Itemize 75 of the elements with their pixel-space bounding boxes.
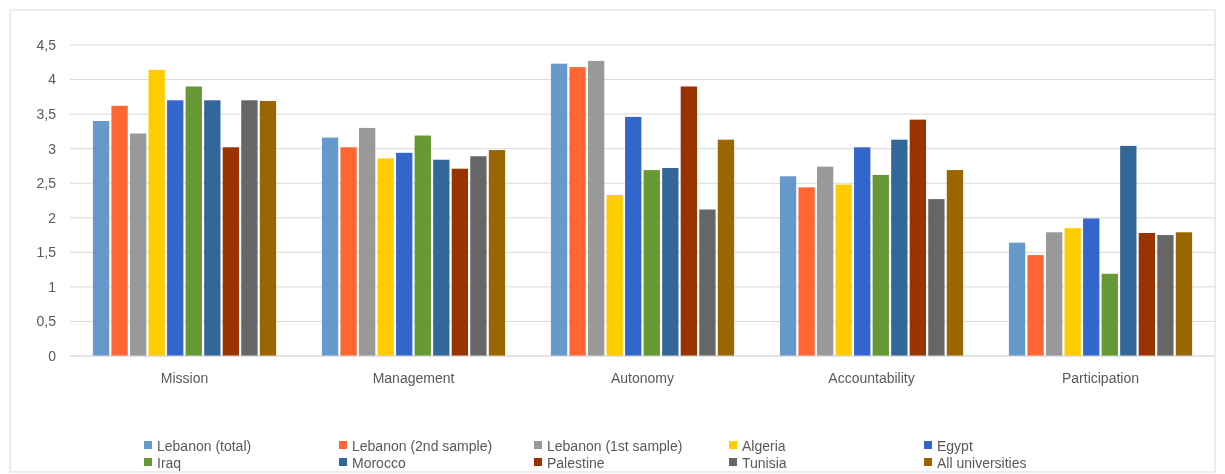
bar xyxy=(699,209,716,356)
bar xyxy=(662,168,679,356)
bar xyxy=(816,166,834,356)
bar xyxy=(358,127,376,356)
legend-label: Algeria xyxy=(742,437,786,454)
bar xyxy=(717,139,735,356)
y-tick-label: 4 xyxy=(48,71,57,88)
x-tick-label: Participation xyxy=(1061,370,1140,386)
bar xyxy=(414,135,431,356)
bar xyxy=(167,100,184,356)
bar xyxy=(872,174,889,356)
bar xyxy=(185,86,202,356)
legend-label: Lebanon (1st sample) xyxy=(547,437,683,454)
y-tick-label: 4,5 xyxy=(36,36,57,53)
bar xyxy=(1138,232,1156,356)
bar xyxy=(1083,218,1100,356)
bar xyxy=(111,105,128,356)
bar xyxy=(643,170,660,356)
bar xyxy=(470,156,487,356)
x-tick-label: Autonomy xyxy=(610,370,675,386)
legend-label: Lebanon (total) xyxy=(157,437,252,454)
bar xyxy=(680,86,698,356)
x-tick-label: Mission xyxy=(160,370,209,386)
bar xyxy=(550,63,568,356)
bar xyxy=(377,158,394,356)
bar xyxy=(241,100,258,356)
bar xyxy=(928,199,945,356)
bar xyxy=(1045,232,1063,356)
bar xyxy=(798,187,815,356)
bar xyxy=(1101,273,1118,356)
bar xyxy=(606,194,623,356)
bar xyxy=(891,139,908,356)
legend-label: Lebanon (2nd sample) xyxy=(352,437,493,454)
y-tick-label: 2 xyxy=(48,209,57,226)
bar xyxy=(1027,255,1044,356)
bar xyxy=(92,121,110,356)
bar xyxy=(259,100,277,356)
y-tick-label: 0,5 xyxy=(36,313,57,330)
y-tick-label: 3 xyxy=(48,140,57,157)
legend-label: Iraq xyxy=(157,454,182,471)
bar xyxy=(204,100,221,356)
legend-label: Tunisia xyxy=(742,454,787,471)
y-tick-label: 2,5 xyxy=(36,175,57,192)
bar xyxy=(148,69,165,356)
y-tick-label: 0 xyxy=(48,347,57,364)
bar xyxy=(946,170,964,356)
legend-label: All universities xyxy=(937,454,1027,471)
bar xyxy=(587,60,605,356)
y-tick-label: 3,5 xyxy=(36,106,57,123)
bar xyxy=(340,147,357,356)
bar xyxy=(909,119,927,356)
y-tick-label: 1,5 xyxy=(36,244,57,261)
bar xyxy=(1008,242,1026,356)
legend-label: Egypt xyxy=(937,437,973,454)
bar xyxy=(321,137,339,356)
bar xyxy=(625,116,642,356)
x-tick-label: Accountability xyxy=(828,370,915,386)
bar xyxy=(854,147,871,356)
bar xyxy=(1064,228,1081,356)
bar xyxy=(569,67,586,356)
y-tick-label: 1 xyxy=(48,278,57,295)
bar xyxy=(129,133,147,356)
x-tick-label: Management xyxy=(372,370,455,386)
bar xyxy=(488,150,506,356)
bar xyxy=(779,176,797,356)
legend-label: Palestine xyxy=(547,454,605,471)
legend-label: Morocco xyxy=(352,454,406,471)
bar xyxy=(1157,235,1174,356)
bar xyxy=(835,184,852,356)
bar xyxy=(433,159,450,356)
bar xyxy=(1175,232,1193,356)
bar xyxy=(451,168,469,356)
bar xyxy=(396,152,413,356)
bar xyxy=(1120,145,1137,356)
bar xyxy=(222,147,240,356)
